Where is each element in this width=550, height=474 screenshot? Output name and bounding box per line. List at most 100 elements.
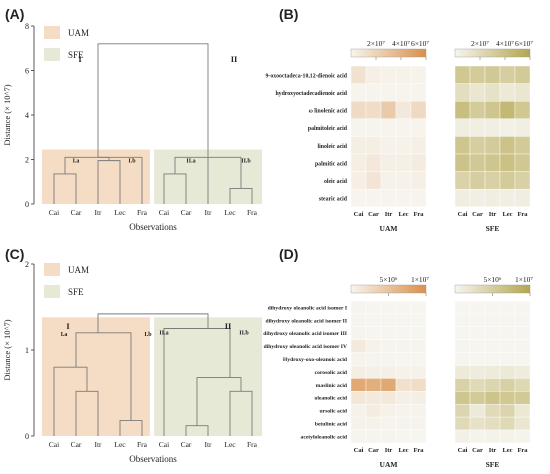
heatmap-cell	[499, 300, 516, 315]
heatmap-cell	[454, 352, 471, 366]
heatmap-b: (B) 9-oxooctadeca-10,12-dienoic acid hydro…	[266, 6, 534, 233]
color-scale-bar	[454, 284, 531, 294]
heatmap-cell	[365, 83, 382, 102]
scale-tick-label: 5×10⁶	[483, 275, 501, 284]
cluster-label: II.b	[239, 331, 249, 337]
heatmap-cell	[410, 100, 427, 119]
row-label: maslinic acid	[316, 383, 348, 389]
heatmap-cell	[484, 171, 501, 190]
heatmap-cell	[469, 365, 486, 379]
legend-swatch	[44, 26, 60, 39]
heatmap-cell	[365, 404, 382, 418]
tree-link	[174, 156, 208, 174]
legend-label: SFE	[68, 287, 84, 297]
heatmap-cell	[365, 188, 382, 207]
y-tick-label: 0	[25, 200, 29, 209]
heatmap-cell	[454, 100, 471, 119]
scale-tick-label: 6×10⁷	[411, 39, 429, 48]
heatmap-cell	[395, 416, 412, 431]
heatmap-cell	[514, 313, 531, 327]
heatmap-cell	[514, 118, 531, 137]
heatmap-d: (D) dihydroxy oleanolic acid isomer I dihy…	[263, 246, 533, 469]
y-tick-label: 1	[25, 346, 29, 355]
heatmap-cell	[469, 171, 486, 190]
row-label: betulinic acid	[315, 421, 348, 427]
heatmap-cell	[380, 188, 397, 207]
heatmap-cell	[380, 378, 397, 392]
heatmap-cell	[380, 118, 397, 137]
row-label: Hydroxy-oxo-oleanoic acid	[283, 357, 348, 363]
panel-label: (A)	[5, 6, 24, 22]
group-label: SFE	[486, 460, 500, 469]
column-label: Itr	[385, 447, 393, 454]
heatmap-cell	[380, 65, 397, 84]
heatmap-cell	[484, 188, 501, 207]
row-label: 9-oxooctadeca-10,12-dienoic acid	[266, 73, 348, 79]
heatmap-cell	[484, 300, 501, 315]
heatmap-cell	[454, 416, 471, 431]
heatmap-cell	[469, 83, 486, 102]
cluster-label: I.b	[128, 158, 136, 164]
heatmap-cell	[469, 391, 486, 405]
leaf-label: Car	[71, 208, 82, 217]
row-label: oleanolic acid	[315, 396, 348, 402]
column-label: Cai	[458, 211, 468, 218]
scale-tick-label: 2×10⁷	[367, 39, 385, 48]
column-label: Lec	[502, 211, 512, 218]
heatmap-cell	[350, 83, 367, 102]
heatmap-cell	[469, 153, 486, 172]
heatmap-cell	[350, 313, 367, 327]
leaf-label: Itr	[204, 208, 212, 217]
heatmap-cell	[514, 365, 531, 379]
heatmap-cell	[380, 326, 397, 340]
heatmap-cell	[410, 153, 427, 172]
group-label: UAM	[380, 460, 398, 469]
heatmap-cell	[469, 118, 486, 137]
heatmap-cell	[410, 352, 427, 366]
heatmap-cell	[514, 136, 531, 155]
heatmap-cell	[484, 352, 501, 366]
uam-cluster-box	[41, 149, 150, 204]
cluster-label: II	[225, 321, 232, 331]
heatmap-cell	[380, 153, 397, 172]
tree-link	[53, 366, 88, 436]
heatmap-cell	[410, 339, 427, 353]
color-scale-bar	[350, 48, 427, 58]
heatmap-cell	[350, 118, 367, 137]
heatmap-cell	[484, 391, 501, 405]
heatmap-cell	[350, 416, 367, 431]
column-label: Fra	[517, 211, 528, 218]
heatmap-cell	[454, 118, 471, 137]
leaf-label: Car	[181, 208, 192, 217]
cluster-label: I.a	[73, 158, 80, 164]
heatmap-cell	[454, 365, 471, 379]
x-axis-label: Observations	[129, 454, 177, 464]
heatmap-cell	[410, 326, 427, 340]
heatmap-cell	[380, 300, 397, 315]
leaf-label: Cai	[49, 208, 59, 217]
column-label: Cai	[354, 447, 364, 454]
heatmap-cell	[484, 118, 501, 137]
heatmap-cell	[350, 136, 367, 155]
heatmap-cell	[514, 188, 531, 207]
leaf-label: Itr	[204, 440, 212, 449]
heatmap-cell	[454, 136, 471, 155]
heatmap-cell	[499, 339, 516, 353]
heatmap-cell	[365, 339, 382, 353]
heatmap-cell	[469, 429, 486, 444]
heatmap-cell	[484, 378, 501, 392]
heatmap-cell	[499, 65, 516, 84]
legend-swatch	[44, 285, 60, 298]
heatmap-cell	[380, 404, 397, 418]
legend-label: UAM	[68, 265, 89, 275]
tree-link	[207, 156, 242, 204]
heatmap-cell	[499, 404, 516, 418]
uam-cluster-box	[41, 317, 150, 436]
heatmap-cell	[499, 153, 516, 172]
heatmap-cell	[514, 153, 531, 172]
heatmap-cell	[469, 313, 486, 327]
legend-swatch	[44, 48, 60, 61]
heatmap-cell	[499, 83, 516, 102]
scale-tick-label: 2×10⁷	[471, 39, 489, 48]
leaf-label: Cai	[159, 208, 169, 217]
